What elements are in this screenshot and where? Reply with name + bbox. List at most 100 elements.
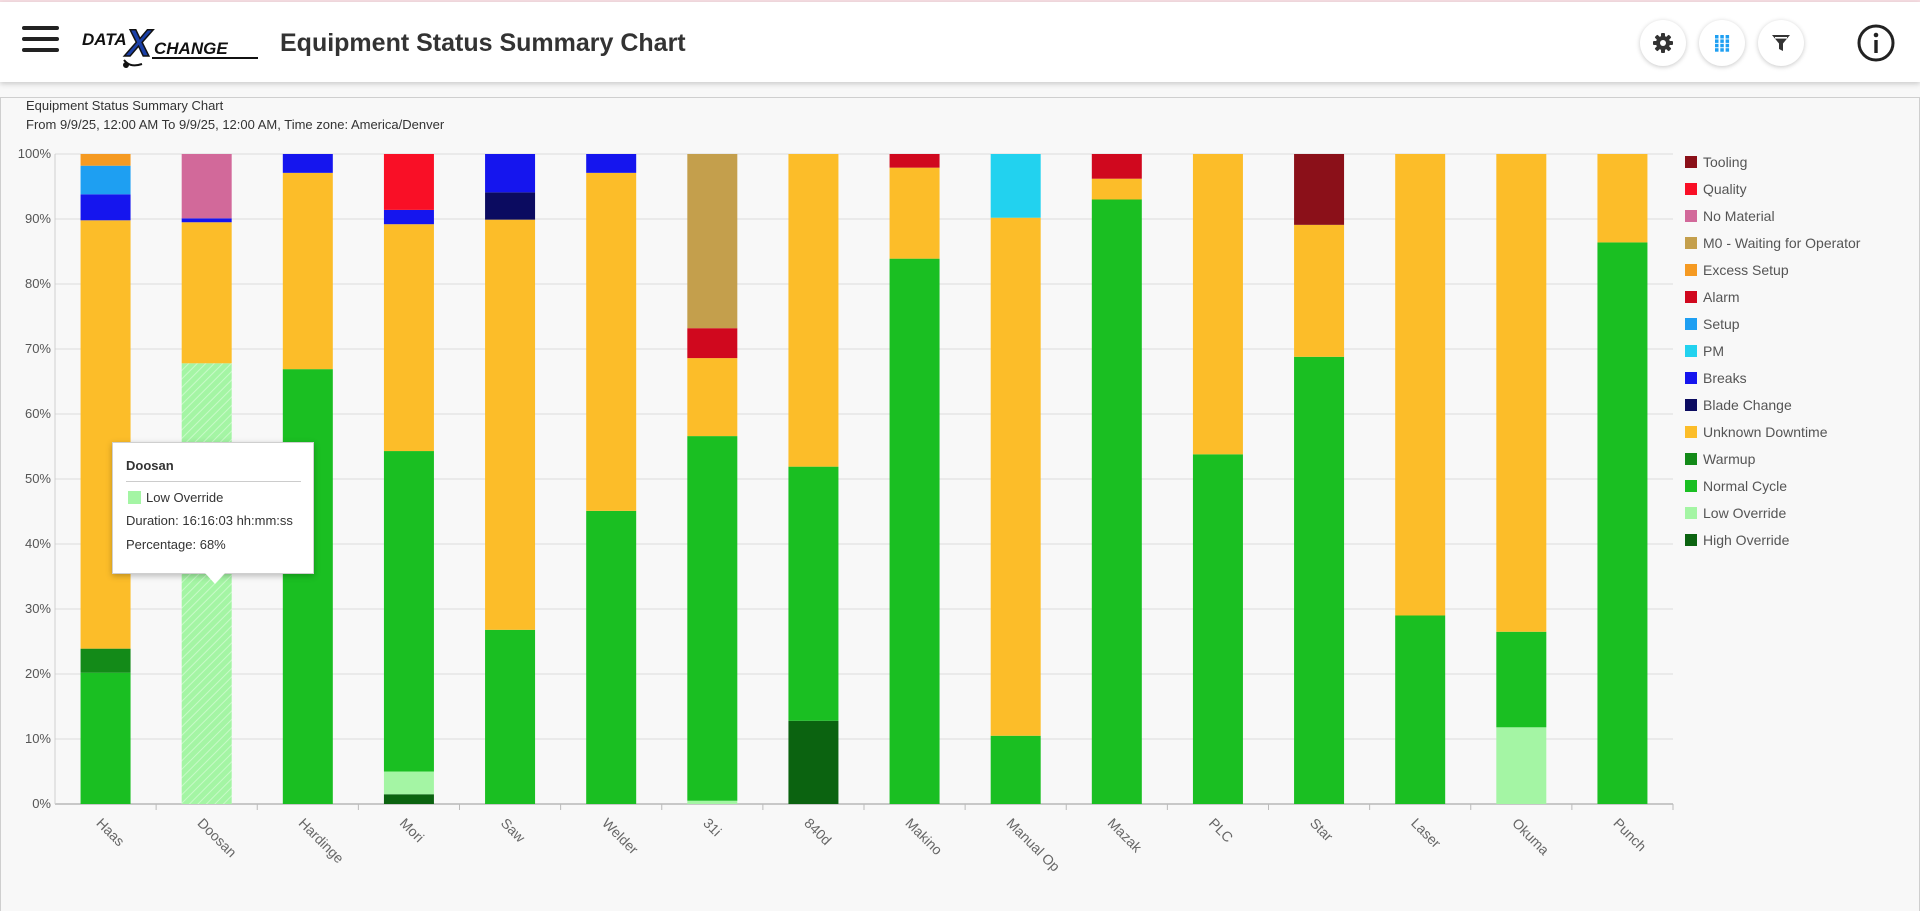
bar-segment[interactable] <box>788 154 839 467</box>
legend-label: No Material <box>1703 208 1775 224</box>
legend-swatch <box>1685 480 1697 492</box>
legend-swatch <box>1685 210 1697 222</box>
legend-label: Excess Setup <box>1703 262 1789 278</box>
bar-segment[interactable] <box>80 672 131 804</box>
y-tick-label: 40% <box>25 536 51 551</box>
bar-segment[interactable] <box>181 222 232 364</box>
tooltip-series-name: Low Override <box>146 490 224 505</box>
y-tick-label: 50% <box>25 471 51 486</box>
legend-swatch <box>1685 453 1697 465</box>
x-tick-label: Okuma <box>1509 815 1552 858</box>
y-tick-label: 10% <box>25 731 51 746</box>
grid-button[interactable] <box>1699 20 1745 66</box>
bar-segment[interactable] <box>1395 154 1446 616</box>
legend-label: Tooling <box>1703 154 1748 170</box>
bar-segment[interactable] <box>889 258 940 804</box>
bar-segment[interactable] <box>687 358 738 437</box>
bar-segment[interactable] <box>80 220 131 649</box>
bar-segment[interactable] <box>1395 615 1446 805</box>
legend-swatch <box>1685 237 1697 249</box>
bar-segment[interactable] <box>1294 224 1345 357</box>
bar-segment[interactable] <box>383 794 434 804</box>
legend-swatch <box>1685 156 1697 168</box>
x-tick-label: Doosan <box>195 815 240 860</box>
bar-segment[interactable] <box>383 224 434 452</box>
gear-icon <box>1653 33 1673 53</box>
legend-label: High Override <box>1703 532 1790 548</box>
chart-subtitle: From 9/9/25, 12:00 AM To 9/9/25, 12:00 A… <box>26 117 445 132</box>
legend-label: Low Override <box>1703 505 1787 521</box>
tooltip-series-swatch <box>128 491 141 504</box>
legend-label: Alarm <box>1703 289 1740 305</box>
bar-segment[interactable] <box>282 154 333 173</box>
bar-segment[interactable] <box>282 369 333 804</box>
y-tick-label: 90% <box>25 211 51 226</box>
bar-segment[interactable] <box>1597 242 1648 804</box>
svg-text:CHANGE: CHANGE <box>154 39 228 58</box>
bar-segment[interactable] <box>1496 727 1547 804</box>
info-icon[interactable] <box>1856 23 1896 63</box>
bar-segment[interactable] <box>889 167 940 259</box>
bar-segment[interactable] <box>485 219 536 630</box>
legend-swatch <box>1685 318 1697 330</box>
bar-segment[interactable] <box>1091 154 1142 179</box>
svg-text:DATA: DATA <box>82 30 127 49</box>
chart-title: Equipment Status Summary Chart <box>26 98 224 113</box>
bar-segment[interactable] <box>383 209 434 225</box>
bar-segment[interactable] <box>1294 154 1345 225</box>
filter-button[interactable] <box>1758 20 1804 66</box>
bar-segment[interactable] <box>788 720 839 804</box>
tooltip-duration: Duration: 16:16:03 hh:mm:ss <box>126 513 293 528</box>
bar-segment[interactable] <box>383 451 434 772</box>
settings-button[interactable] <box>1640 20 1686 66</box>
bar-segment[interactable] <box>687 154 738 329</box>
bar-segment[interactable] <box>1496 631 1547 728</box>
bar-segment[interactable] <box>80 648 131 673</box>
hamburger-menu-button[interactable] <box>22 24 60 56</box>
legend-swatch <box>1685 345 1697 357</box>
bar-segment[interactable] <box>383 771 434 795</box>
bar-segment[interactable] <box>586 154 637 173</box>
legend-label: Breaks <box>1703 370 1747 386</box>
y-tick-label: 60% <box>25 406 51 421</box>
bar-segment[interactable] <box>788 466 839 721</box>
bar-segment[interactable] <box>687 800 738 804</box>
legend-label: Blade Change <box>1703 397 1792 413</box>
tooltip-arrow <box>205 573 225 584</box>
bar-segment[interactable] <box>80 165 131 195</box>
bar-segment[interactable] <box>687 328 738 359</box>
y-tick-label: 80% <box>25 276 51 291</box>
bar-segment[interactable] <box>383 154 434 210</box>
bar-segment[interactable] <box>990 154 1041 218</box>
bar-segment[interactable] <box>80 194 131 221</box>
bar-segment[interactable] <box>485 154 536 193</box>
bar-segment[interactable] <box>687 436 738 801</box>
chart-tooltip: Doosan Low Override Duration: 16:16:03 h… <box>112 442 314 584</box>
bar-segment[interactable] <box>889 154 940 168</box>
x-tick-label: Makino <box>902 815 945 858</box>
bar-segment[interactable] <box>282 172 333 370</box>
legend-label: Normal Cycle <box>1703 478 1788 494</box>
bar-segment[interactable] <box>80 154 131 166</box>
bar-segment[interactable] <box>586 510 637 804</box>
bar-segment[interactable] <box>1294 356 1345 804</box>
x-tick-label: Mori <box>397 815 428 846</box>
bar-segment[interactable] <box>1091 199 1142 805</box>
bar-segment[interactable] <box>990 217 1041 736</box>
bar-segment[interactable] <box>1091 178 1142 200</box>
bar-segment[interactable] <box>181 218 232 223</box>
bar-segment[interactable] <box>1192 154 1243 455</box>
bar-segment[interactable] <box>1496 154 1547 632</box>
tooltip-divider <box>126 481 301 482</box>
bar-segment[interactable] <box>990 735 1041 804</box>
dataxchange-logo: DATA X CHANGE <box>82 22 258 68</box>
bar-segment[interactable] <box>485 192 536 220</box>
bar-segment[interactable] <box>586 172 637 511</box>
app-header: DATA X CHANGE Equipment Status Summary C… <box>0 2 1920 82</box>
bar-segment[interactable] <box>181 154 232 219</box>
legend-swatch <box>1685 372 1697 384</box>
bar-segment[interactable] <box>485 629 536 804</box>
x-tick-label: PLC <box>1206 815 1237 846</box>
bar-segment[interactable] <box>1192 454 1243 804</box>
bar-segment[interactable] <box>1597 154 1648 243</box>
